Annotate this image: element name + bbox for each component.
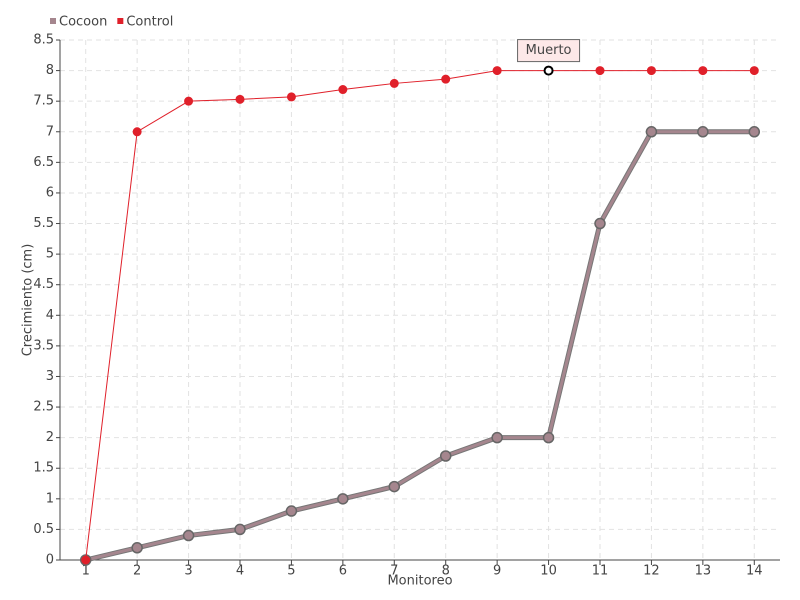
data-point bbox=[388, 480, 401, 493]
x-tick-label: 2 bbox=[133, 564, 141, 579]
data-point bbox=[184, 96, 194, 106]
data-point bbox=[285, 505, 298, 517]
data-point bbox=[389, 78, 399, 88]
y-tick-label: 2 bbox=[46, 430, 54, 445]
x-tick-label: 12 bbox=[643, 564, 660, 579]
x-tick-label: 8 bbox=[442, 564, 450, 579]
annotation-text: Muerto bbox=[526, 43, 572, 58]
data-point bbox=[697, 126, 709, 138]
data-point bbox=[748, 126, 761, 138]
data-point bbox=[81, 555, 91, 565]
x-tick-label: 13 bbox=[695, 564, 712, 579]
series-line bbox=[85, 70, 755, 561]
x-tick-label: 9 bbox=[493, 564, 501, 579]
x-tick-label: 6 bbox=[339, 564, 347, 579]
data-point bbox=[439, 450, 452, 462]
annotation-box bbox=[517, 39, 581, 63]
data-point bbox=[491, 431, 503, 444]
x-tick-label: 3 bbox=[184, 564, 192, 579]
data-point bbox=[235, 94, 245, 104]
y-tick-label: 2.5 bbox=[33, 400, 54, 415]
data-point bbox=[645, 126, 658, 138]
data-point bbox=[338, 85, 348, 95]
y-tick-label: 3.5 bbox=[33, 338, 54, 353]
y-tick-label: 7 bbox=[46, 124, 54, 139]
x-tick-label: 10 bbox=[540, 564, 557, 579]
y-axis-label: Crecimiento (cm) bbox=[21, 244, 36, 357]
data-point bbox=[594, 217, 606, 230]
x-tick-label: 1 bbox=[82, 564, 90, 579]
data-point bbox=[698, 66, 708, 76]
x-axis-label: Monitoreo bbox=[387, 574, 452, 589]
y-tick-label: 4.5 bbox=[33, 277, 54, 292]
data-point bbox=[492, 66, 502, 76]
data-point bbox=[132, 127, 142, 137]
x-tick-label: 5 bbox=[287, 564, 295, 579]
data-point bbox=[646, 66, 656, 76]
y-tick-label: 0.5 bbox=[33, 522, 54, 537]
data-point bbox=[595, 66, 605, 76]
legend-label: Cocoon bbox=[59, 15, 107, 30]
legend-swatch bbox=[50, 18, 56, 24]
y-tick-label: 6.5 bbox=[33, 155, 54, 170]
x-tick-label: 11 bbox=[592, 564, 609, 579]
data-point bbox=[286, 92, 296, 102]
y-tick-label: 8 bbox=[46, 63, 54, 78]
data-point bbox=[182, 529, 195, 542]
x-tick-label: 7 bbox=[390, 564, 398, 579]
series-line bbox=[85, 130, 755, 562]
data-point bbox=[131, 542, 143, 554]
data-point bbox=[543, 65, 554, 76]
data-point bbox=[441, 74, 451, 84]
y-tick-label: 5.5 bbox=[33, 216, 54, 231]
x-tick-label: 14 bbox=[746, 564, 763, 579]
data-point bbox=[542, 431, 555, 444]
y-tick-label: 4 bbox=[46, 308, 54, 323]
legend-label: Control bbox=[126, 15, 173, 30]
x-tick-label: 4 bbox=[236, 564, 244, 579]
data-point bbox=[234, 523, 246, 536]
data-point bbox=[337, 493, 349, 505]
y-tick-label: 1 bbox=[46, 491, 54, 506]
y-tick-label: 8.5 bbox=[33, 33, 54, 48]
y-tick-label: 6 bbox=[46, 185, 54, 200]
y-tick-label: 7.5 bbox=[33, 94, 54, 109]
legend-swatch bbox=[117, 18, 124, 24]
y-tick-label: 5 bbox=[46, 247, 54, 262]
y-tick-label: 3 bbox=[46, 369, 54, 384]
y-tick-label: 1.5 bbox=[33, 461, 54, 476]
data-point bbox=[749, 66, 759, 76]
y-tick-label: 0 bbox=[46, 553, 54, 568]
